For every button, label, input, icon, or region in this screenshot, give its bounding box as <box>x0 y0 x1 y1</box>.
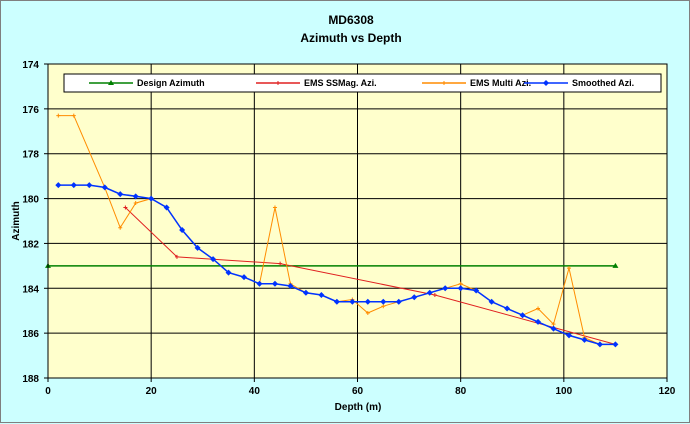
y-tick-label: 188 <box>22 374 39 385</box>
series-marker <box>101 184 108 191</box>
legend-entry: EMS Multi Azi. <box>422 78 531 88</box>
legend-entry: EMS SSMag. Azi. <box>256 78 377 88</box>
y-tick-label: 180 <box>22 195 39 206</box>
y-tick-label: 184 <box>22 284 39 295</box>
series-marker <box>565 332 572 339</box>
series-marker <box>276 81 280 85</box>
series-marker <box>550 325 557 332</box>
series-marker <box>395 298 402 305</box>
y-tick-label: 182 <box>22 239 39 250</box>
x-axis-label: Depth (m) <box>335 402 382 413</box>
series-marker <box>278 261 283 266</box>
series-marker <box>365 310 370 315</box>
x-tick-label: 20 <box>146 386 158 397</box>
series-marker <box>179 226 186 233</box>
series-marker <box>56 113 61 118</box>
legend: Design Azimuth EMS SSMag. Azi. EMS Multi A… <box>63 73 662 93</box>
series-marker <box>596 341 603 348</box>
series-marker <box>302 289 309 296</box>
series-marker <box>108 80 114 85</box>
series-marker <box>458 281 463 286</box>
chart-title: MD6308 <box>328 13 374 27</box>
series-marker <box>333 298 340 305</box>
series-marker <box>225 269 232 276</box>
legend-entry: Smoothed Azi. <box>524 78 634 88</box>
series-marker <box>163 204 170 211</box>
x-tick-label: 40 <box>249 386 261 397</box>
series-marker <box>132 193 139 200</box>
legend-label: EMS Multi Azi. <box>470 78 531 88</box>
series-marker <box>566 266 571 271</box>
series-marker <box>364 298 371 305</box>
series-marker <box>581 336 588 343</box>
legend-label: EMS SSMag. Azi. <box>304 78 377 88</box>
series-marker <box>118 225 123 230</box>
y-tick-label: 176 <box>22 105 39 116</box>
series-marker <box>71 113 76 118</box>
series-marker <box>411 294 418 301</box>
series-marker <box>488 298 495 305</box>
series-marker <box>194 244 201 251</box>
series-marker <box>287 283 294 290</box>
series-marker <box>272 205 277 210</box>
series-marker <box>535 318 542 325</box>
series-marker <box>442 285 449 292</box>
series-marker <box>318 292 325 299</box>
x-tick-label: 0 <box>45 386 51 397</box>
legend-box <box>63 73 662 93</box>
y-axis-label: Azimuth <box>11 201 22 240</box>
series-marker <box>504 305 511 312</box>
series-marker <box>174 254 179 259</box>
series-marker <box>148 195 155 202</box>
series-marker <box>551 322 556 327</box>
x-tick-label: 80 <box>455 386 467 397</box>
series-marker <box>612 262 619 268</box>
series-marker <box>536 306 541 311</box>
series-marker <box>271 280 278 287</box>
series-marker <box>70 182 77 189</box>
series-marker <box>86 182 93 189</box>
series-marker <box>381 304 386 309</box>
series-marker <box>519 312 526 319</box>
series-marker <box>349 298 356 305</box>
series-marker <box>123 205 128 210</box>
x-tick-label: 120 <box>659 386 676 397</box>
series-marker <box>612 341 619 348</box>
axis-ticks: 174 176 178 180 182 184 186 188 0 20 40 60 80 100 120 <box>22 60 675 397</box>
legend-entry: Design Azimuth <box>89 78 205 88</box>
series-marker <box>457 285 464 292</box>
x-tick-label: 100 <box>555 386 572 397</box>
series-marker <box>210 256 217 263</box>
series-marker <box>543 80 549 86</box>
series-marker <box>426 289 433 296</box>
legend-label: Smoothed Azi. <box>572 78 634 88</box>
series-marker <box>473 287 480 294</box>
x-tick-label: 60 <box>352 386 364 397</box>
y-tick-label: 178 <box>22 150 39 161</box>
series-marker <box>241 274 248 281</box>
series-marker <box>117 191 124 198</box>
series-3 <box>55 182 619 348</box>
series-marker <box>432 293 437 298</box>
y-tick-label: 174 <box>22 60 39 71</box>
legend-label: Design Azimuth <box>137 78 205 88</box>
plot-border <box>47 63 668 379</box>
series-marker <box>380 298 387 305</box>
series-marker <box>55 182 62 189</box>
series-marker <box>256 280 263 287</box>
series-layer <box>45 113 619 348</box>
series-marker <box>133 201 138 206</box>
series-marker <box>442 81 446 85</box>
y-tick-label: 186 <box>22 329 39 340</box>
chart-subtitle: Azimuth vs Depth <box>300 31 401 45</box>
